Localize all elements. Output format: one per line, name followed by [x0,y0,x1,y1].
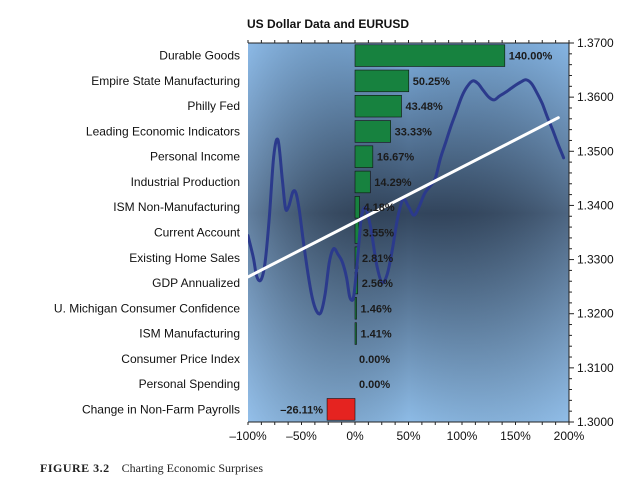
category-label: Current Account [154,226,241,240]
category-label: Empire State Manufacturing [91,74,240,88]
right-tick-label: 1.3300 [577,253,614,267]
right-tick-label: 1.3500 [577,144,614,158]
figure-caption: FIGURE 3.2 Charting Economic Surprises [40,461,263,476]
bar [354,297,357,320]
bar [354,44,506,67]
x-tick-label: 100% [447,429,478,443]
x-tick-label: 200% [554,429,585,443]
category-labels: Durable Goods Empire State Manufacturing P… [54,49,241,417]
value-label: 14.29% [374,177,412,189]
category-label: Durable Goods [159,49,240,63]
x-tick-label: 150% [500,429,531,443]
x-tick-label: –100% [229,429,267,443]
bar [354,322,357,345]
category-label: Philly Fed [187,99,240,113]
axes: –100% –50% 0% 50% 100% 150% 200%1.3000 1.3100 1.… [229,36,614,443]
value-label: 2.81% [362,253,393,265]
value-label: –26.11% [280,404,323,416]
figure-caption-text: Charting Economic Surprises [121,461,263,475]
category-label: U. Michigan Consumer Confidence [54,301,240,315]
bar [354,69,410,93]
value-label: 0.00% [359,379,390,391]
right-tick-label: 1.3700 [577,36,614,50]
value-label: 33.33% [395,126,433,138]
value-label: 1.46% [361,303,392,315]
trend-line [248,116,560,279]
right-tick-label: 1.3400 [577,198,614,212]
bar [354,170,371,194]
value-label: 4.18% [363,202,394,214]
category-label: Personal Spending [139,377,240,391]
right-tick-label: 1.3000 [577,415,614,429]
value-labels: 140.00% 50.25% 43.48% 33.33% 16.67% 14.29% 4.1… [280,51,552,417]
value-label: 1.41% [361,329,392,341]
bar [354,95,402,118]
right-tick-label: 1.3100 [577,361,614,375]
bar [354,196,360,219]
chart-title: US Dollar Data and EURUSD [247,17,409,31]
right-tick-label: 1.3200 [577,307,614,321]
value-label: 0.00% [359,354,390,366]
x-tick-label: 50% [396,429,420,443]
x-tick-label: 0% [346,429,364,443]
bar [354,145,374,168]
category-label: Change in Non-Farm Payrolls [82,402,240,416]
category-label: Existing Home Sales [129,251,240,265]
x-tick-label: –50% [286,429,317,443]
category-label: Consumer Price Index [121,352,240,366]
category-label: ISM Manufacturing [139,327,240,341]
category-label: GDP Annualized [152,276,240,290]
figure-number: FIGURE 3.2 [40,461,110,475]
value-label: 2.56% [362,278,393,290]
value-label: 140.00% [509,51,553,63]
category-label: Personal Income [150,150,240,164]
category-label: ISM Non-Manufacturing [113,200,240,214]
category-label: Leading Economic Indicators [86,124,240,138]
bar [354,120,391,143]
overlay-lines [248,78,566,316]
right-tick-label: 1.3600 [577,90,614,104]
bar [326,398,356,421]
value-label: 50.25% [413,76,451,88]
value-label: 16.67% [377,152,415,164]
value-label: 3.55% [363,228,394,240]
eurusd-line [248,78,566,316]
category-label: Industrial Production [131,175,240,189]
plot-background-shade [248,43,569,422]
value-label: 43.48% [406,101,444,113]
